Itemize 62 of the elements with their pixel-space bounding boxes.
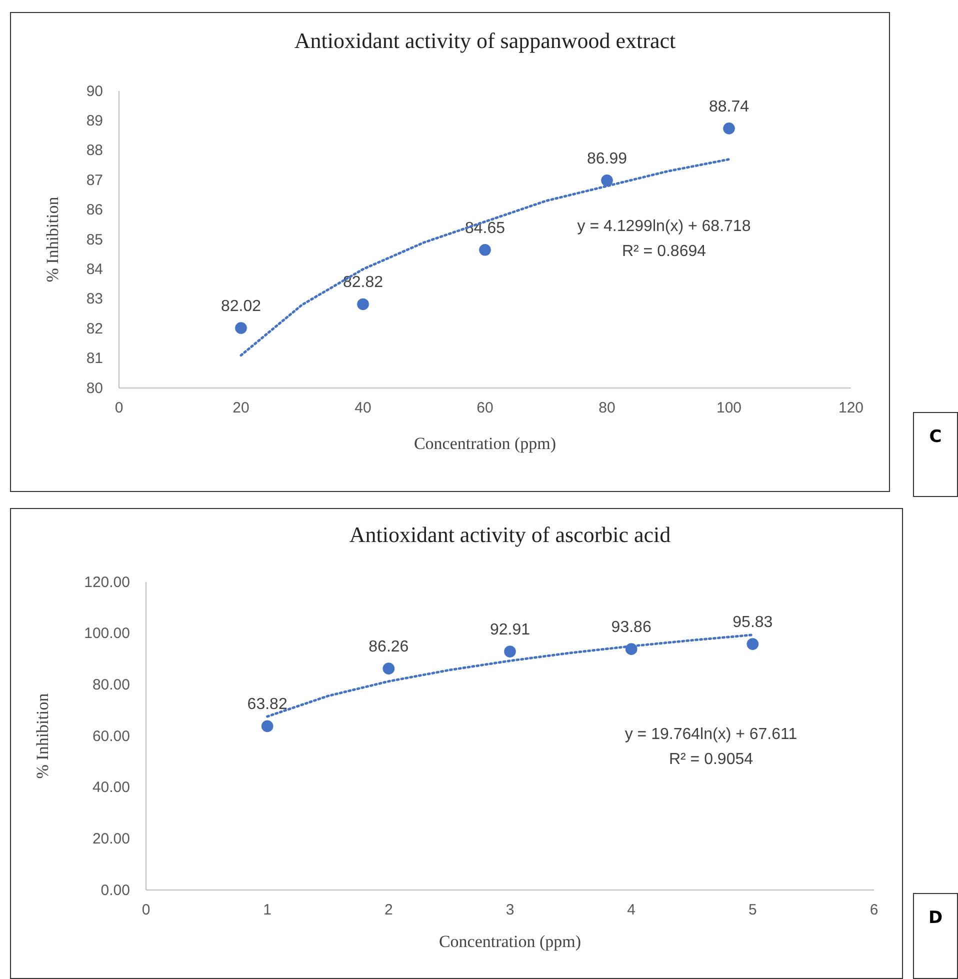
point [382,662,395,675]
point [746,638,759,650]
annotation: R² = 0.8694 [622,243,706,260]
point [235,322,247,334]
x-tick-label: 60 [476,400,494,417]
y-tick-label: 87 [86,172,103,189]
y-tick-label: 60.00 [92,728,130,745]
x-tick-label: 40 [354,400,372,417]
x-tick-label: 0 [114,400,124,417]
x-tick-label: 2 [384,902,393,919]
data-label: 63.82 [247,696,288,714]
annotation: R² = 0.9054 [668,751,754,768]
y-tick-label: 83 [86,290,103,308]
chart-title: Antioxidant activity of sappanwood extract [294,28,676,53]
x-axis-title: Concentration (ppm) [414,434,556,453]
text: D [928,908,943,928]
data-label: 95.83 [732,614,773,632]
point [261,720,274,732]
y-axis-title: % Inhibition [43,196,62,282]
data-label: 86.26 [368,638,409,656]
x-tick-label: 5 [748,902,757,919]
y-tick-label: 85 [86,231,103,248]
y-tick-label: 0.00 [100,882,130,899]
y-tick-label: 81 [86,350,103,368]
y-tick-label: 100.00 [84,625,130,642]
x-tick-label: 3 [506,902,514,919]
x-axis-title: Concentration (ppm) [438,932,582,951]
data-label: 82.82 [342,274,384,292]
data-label: 82.02 [220,298,262,316]
x-tick-label: 100 [716,400,742,417]
x-tick-label: 120 [838,400,864,417]
data-label: 92.91 [490,622,530,639]
x-tick-label: 6 [870,902,878,919]
y-tick-label: 88 [86,142,103,160]
chart-title: Antioxidant activity of ascorbic acid [349,522,671,547]
y-tick-label: 90 [86,82,103,100]
y-tick-label: 20.00 [92,830,130,848]
y-tick-label: 80 [86,380,103,397]
x-tick-label: 20 [232,400,250,417]
y-tick-label: 40.00 [92,779,130,796]
y-tick-label: 82 [86,320,103,338]
text: C [929,427,942,447]
point [504,646,516,658]
y-tick-label: 80.00 [92,676,130,694]
x-tick-label: 4 [627,902,636,919]
data-label: 86.99 [586,150,628,168]
data-label: 93.86 [611,619,652,636]
y-tick-label: 89 [86,112,103,130]
data-label: 88.74 [708,98,750,116]
annotation: y = 4.1299ln(x) + 68.718 [577,218,751,235]
point [601,174,613,186]
x-tick-label: 1 [263,902,272,919]
point [479,244,491,256]
point [357,298,369,310]
y-tick-label: 120.00 [84,574,130,591]
y-tick-label: 84 [86,261,103,278]
annotation: y = 19.764ln(x) + 67.611 [624,726,798,743]
y-axis-title: % Inhibition [33,692,52,779]
y-tick-label: 86 [86,202,103,219]
x-tick-label: 80 [598,400,616,417]
x-tick-label: 0 [142,902,150,919]
point [723,122,735,134]
